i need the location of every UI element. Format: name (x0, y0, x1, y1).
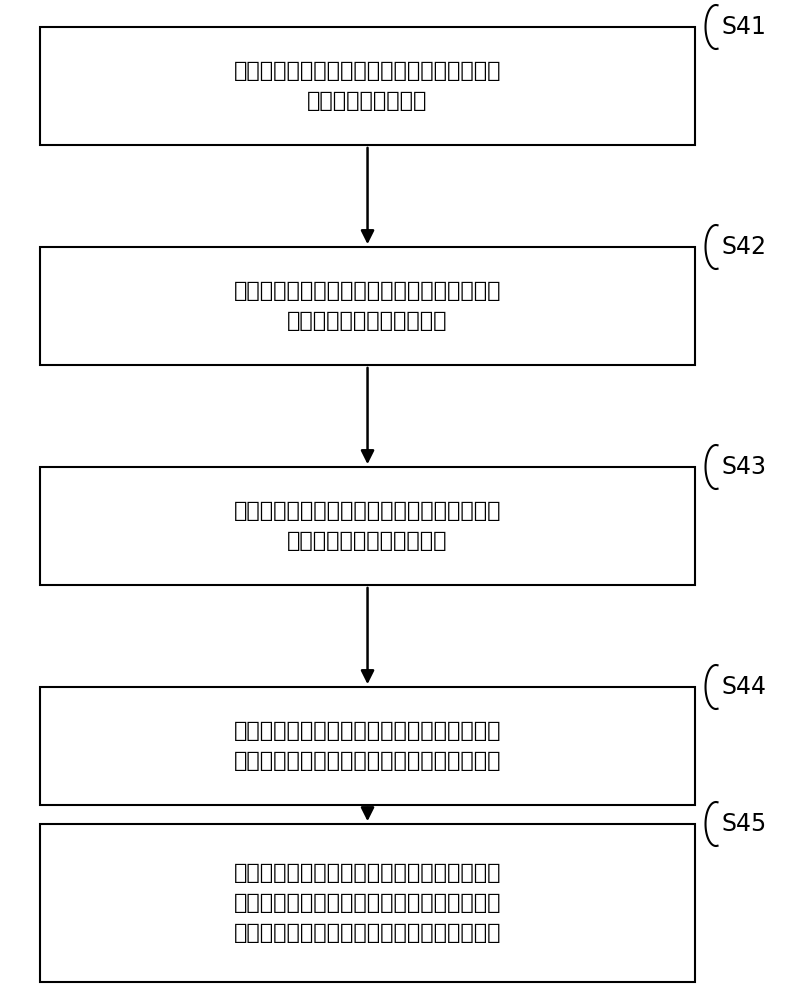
Text: 基于预设区域对当前图像进行剪裁预处理，获
得机头的预处理区域: 基于预设区域对当前图像进行剪裁预处理，获 得机头的预处理区域 (234, 61, 501, 111)
Text: 根据第一偏移值、第一距离、机头的运动信息
，并采用多传感器融合算法，获得机头的第二
偏移值和机头与图像采集装置之间的第二距离: 根据第一偏移值、第一距离、机头的运动信息 ，并采用多传感器融合算法，获得机头的第… (234, 863, 501, 943)
FancyBboxPatch shape (40, 824, 695, 982)
Text: S42: S42 (721, 235, 766, 259)
Text: 根据第一中心点坐标信息和第二中心点坐标信
息，计算机头的第一偏移值: 根据第一中心点坐标信息和第二中心点坐标信 息，计算机头的第一偏移值 (234, 501, 501, 551)
FancyBboxPatch shape (40, 247, 695, 365)
Text: 基于视差原理将当前图像与相邻帧图像进行比
对，获得机头与图像采集装置之间的第一距离: 基于视差原理将当前图像与相邻帧图像进行比 对，获得机头与图像采集装置之间的第一距… (234, 721, 501, 771)
Text: S41: S41 (721, 15, 766, 39)
FancyBboxPatch shape (40, 687, 695, 805)
Text: S44: S44 (721, 675, 766, 699)
Text: S45: S45 (721, 812, 767, 836)
Text: S43: S43 (721, 455, 766, 479)
FancyBboxPatch shape (40, 27, 695, 145)
FancyBboxPatch shape (40, 467, 695, 585)
Text: 获取预处理区域的第一中心点坐标信息和当前
图像的第二中心点坐标信息: 获取预处理区域的第一中心点坐标信息和当前 图像的第二中心点坐标信息 (234, 281, 501, 331)
